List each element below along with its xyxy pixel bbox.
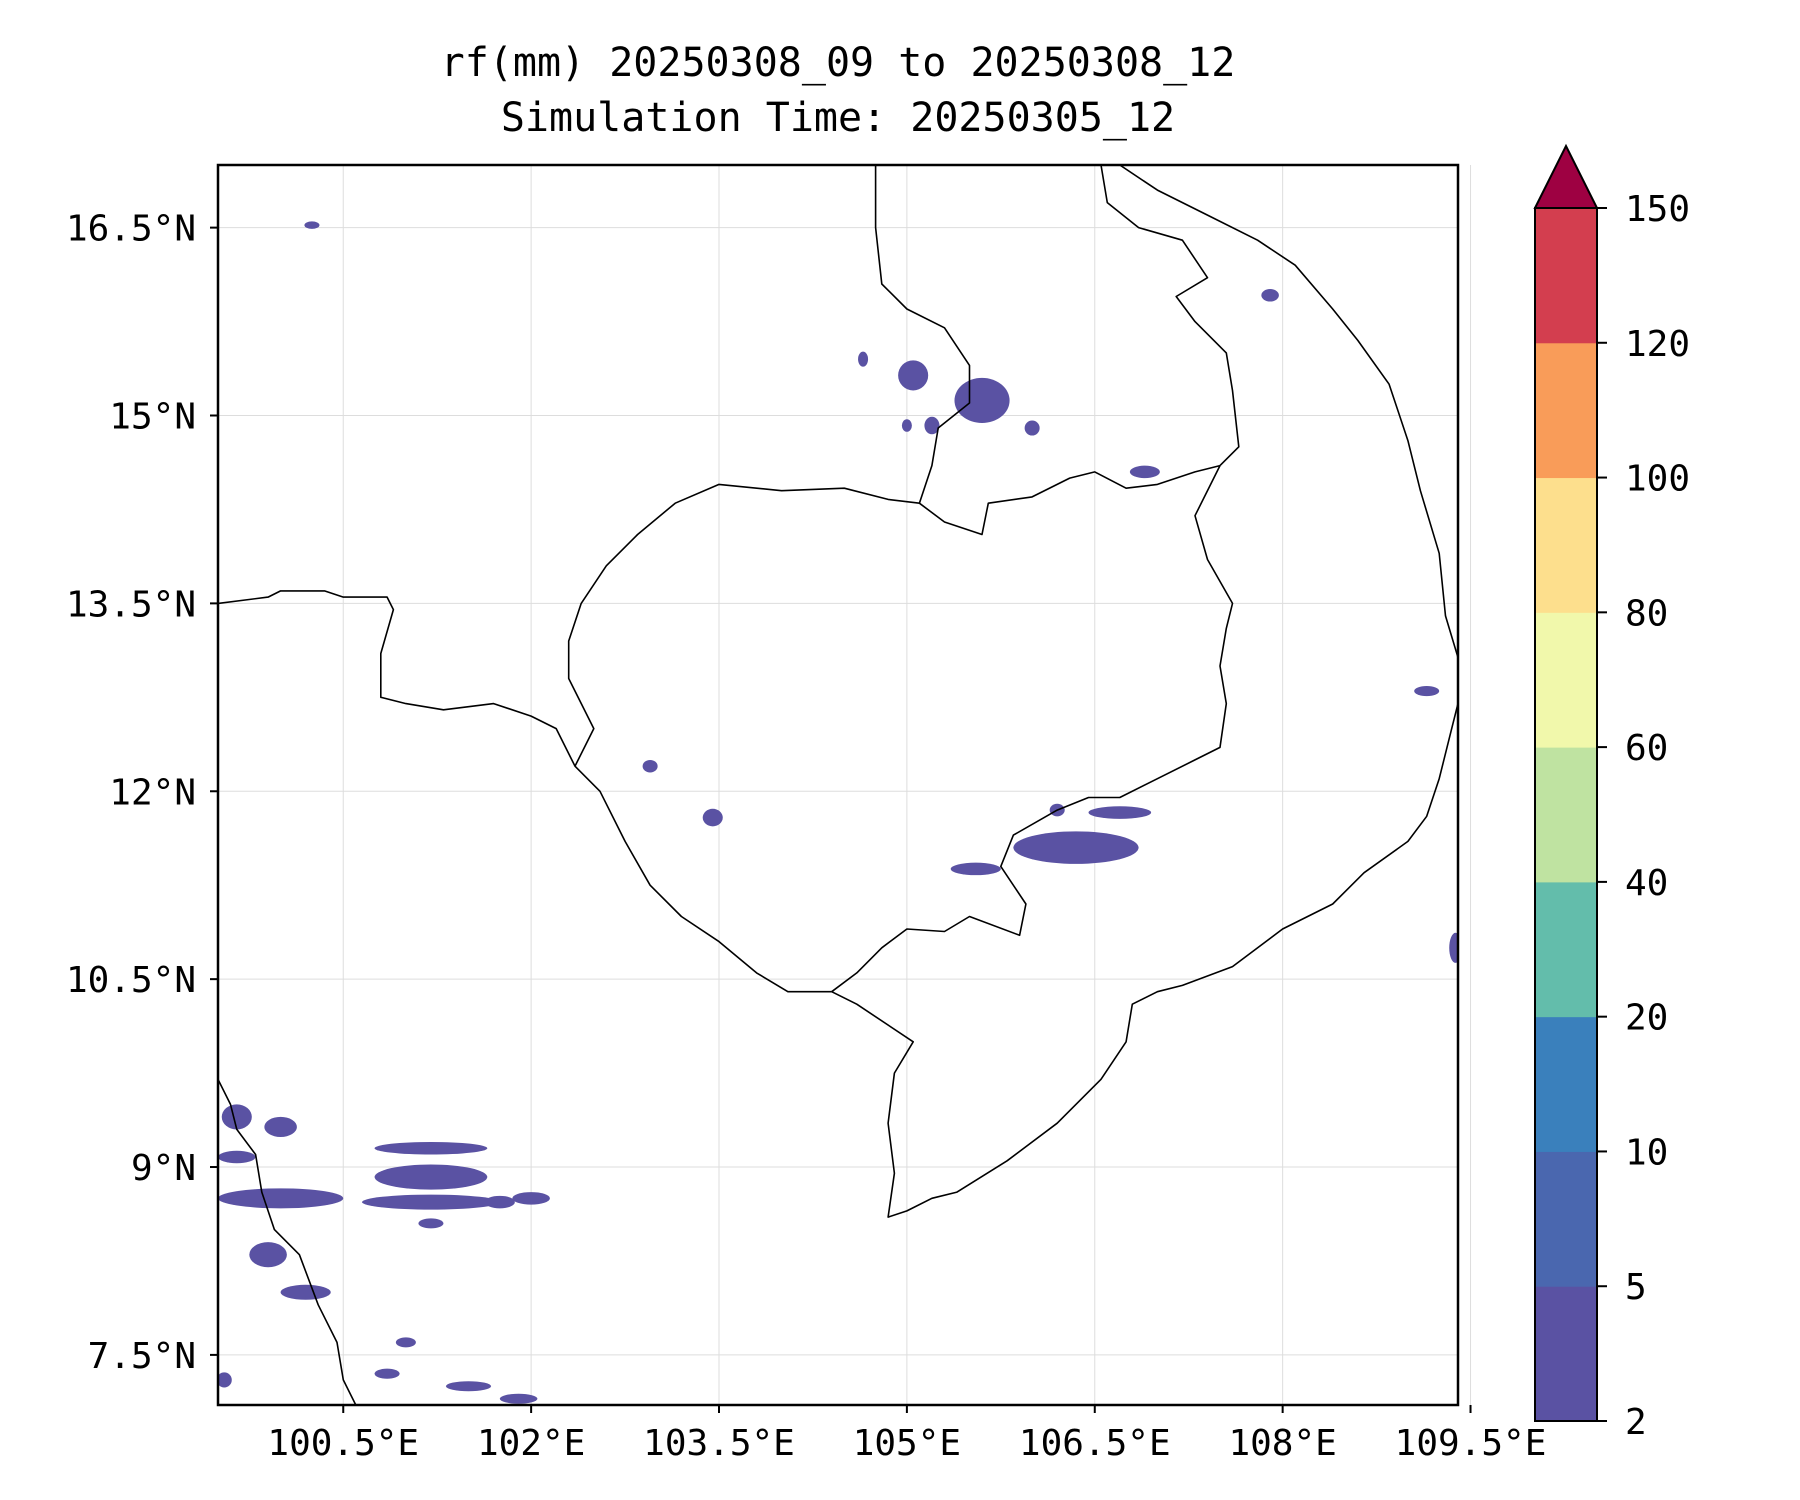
rain-area [1414, 686, 1440, 697]
colorbar-tick-label: 60 [1625, 728, 1668, 769]
map-subtitle: Simulation Time: 20250305_12 [500, 95, 1176, 141]
rain-area [858, 351, 869, 367]
rain-area [218, 1188, 344, 1209]
colorbar-segment [1535, 1286, 1597, 1422]
rain-area [221, 1104, 252, 1130]
country-border [831, 465, 1234, 993]
colorbar-segment [1535, 881, 1597, 1018]
colorbar-segment [1535, 747, 1597, 883]
rain-area [445, 1381, 492, 1392]
colorbar-segment [1535, 1016, 1597, 1152]
rain-area [374, 1141, 488, 1155]
lon-tick-label: 103.5°E [643, 1423, 795, 1464]
lat-tick-label: 15°N [109, 397, 196, 438]
lon-tick-label: 106.5°E [1019, 1423, 1171, 1464]
colorbar-segment [1535, 1151, 1597, 1287]
coastline [831, 165, 1458, 1218]
lat-tick-label: 12°N [109, 772, 196, 813]
colorbar-segment [1535, 342, 1597, 479]
rain-area [642, 759, 658, 773]
colorbar-extend-arrow [1533, 143, 1599, 209]
rain-area [218, 1150, 256, 1164]
rain-area [1129, 465, 1160, 479]
country-border [218, 590, 832, 993]
country-border [874, 165, 971, 504]
colorbar-tick-label: 100 [1625, 459, 1690, 500]
colorbar-tick-label: 120 [1625, 324, 1690, 365]
rain-area [374, 1164, 488, 1190]
coastlines [218, 165, 1458, 1405]
rain-area [924, 416, 940, 435]
colorbar-tick-label: 5 [1625, 1267, 1647, 1308]
rainfall-areas [218, 221, 1458, 1404]
rain-area [1261, 289, 1279, 302]
country-borders [218, 165, 1240, 993]
latitude-axis: 16.5°N 15°N 13.5°N 12°N 10.5°N 9°N 7.5°N [66, 209, 218, 1377]
colorbar-segment [1535, 612, 1597, 748]
rain-area [901, 419, 912, 432]
gridlines [218, 165, 1472, 1405]
map-title: rf(mm) 20250308_09 to 20250308_12 [440, 40, 1236, 86]
rain-area [512, 1192, 550, 1205]
colorbar-tick-label: 80 [1625, 593, 1668, 634]
lat-tick-label: 16.5°N [66, 209, 196, 250]
lon-tick-label: 100.5°E [267, 1423, 419, 1464]
colorbar-tick-label: 10 [1625, 1132, 1668, 1173]
colorbar-tick-label: 2 [1625, 1402, 1647, 1443]
rain-area [950, 862, 1001, 876]
colorbar-segment [1535, 477, 1597, 613]
lat-tick-label: 13.5°N [66, 584, 196, 625]
colorbar-tick-label: 150 [1625, 189, 1690, 230]
lat-tick-label: 7.5°N [88, 1336, 196, 1377]
lon-tick-label: 102°E [477, 1423, 585, 1464]
longitude-axis: 100.5°E 102°E 103.5°E 105°E 106.5°E 108°E 109.… [267, 1405, 1546, 1464]
rain-area [484, 1195, 515, 1209]
rain-area [1024, 420, 1040, 436]
country-border [567, 464, 1221, 767]
colorbar-tick-label: 20 [1625, 998, 1668, 1039]
lon-tick-label: 109.5°E [1395, 1423, 1547, 1464]
rain-area [418, 1218, 444, 1229]
rain-area [954, 377, 1010, 424]
map-frame [216, 163, 1460, 1407]
rain-area [395, 1337, 416, 1348]
lon-tick-label: 108°E [1228, 1423, 1336, 1464]
rain-area [304, 221, 320, 229]
rain-area [218, 1372, 232, 1388]
rain-area [1449, 932, 1458, 963]
rain-area [280, 1284, 331, 1300]
rain-area [898, 360, 929, 391]
colorbar-frame [1534, 207, 1598, 1422]
lat-tick-label: 10.5°N [66, 960, 196, 1001]
rain-area [1013, 831, 1139, 864]
country-border [1100, 165, 1240, 467]
rain-area [362, 1194, 500, 1210]
rain-area [702, 808, 723, 827]
rain-area [499, 1393, 538, 1404]
rain-area [1088, 806, 1152, 819]
lat-tick-label: 9°N [131, 1148, 196, 1189]
colorbar-tick-label: 40 [1625, 863, 1668, 904]
rain-area [374, 1368, 400, 1379]
colorbar: 2 5 10 20 40 60 80 100 120 150 [1533, 143, 1690, 1443]
colorbar-segment [1535, 208, 1597, 344]
coastline [218, 1078, 357, 1405]
lon-tick-label: 105°E [853, 1423, 961, 1464]
rain-area [264, 1116, 297, 1137]
rain-area [249, 1242, 287, 1268]
